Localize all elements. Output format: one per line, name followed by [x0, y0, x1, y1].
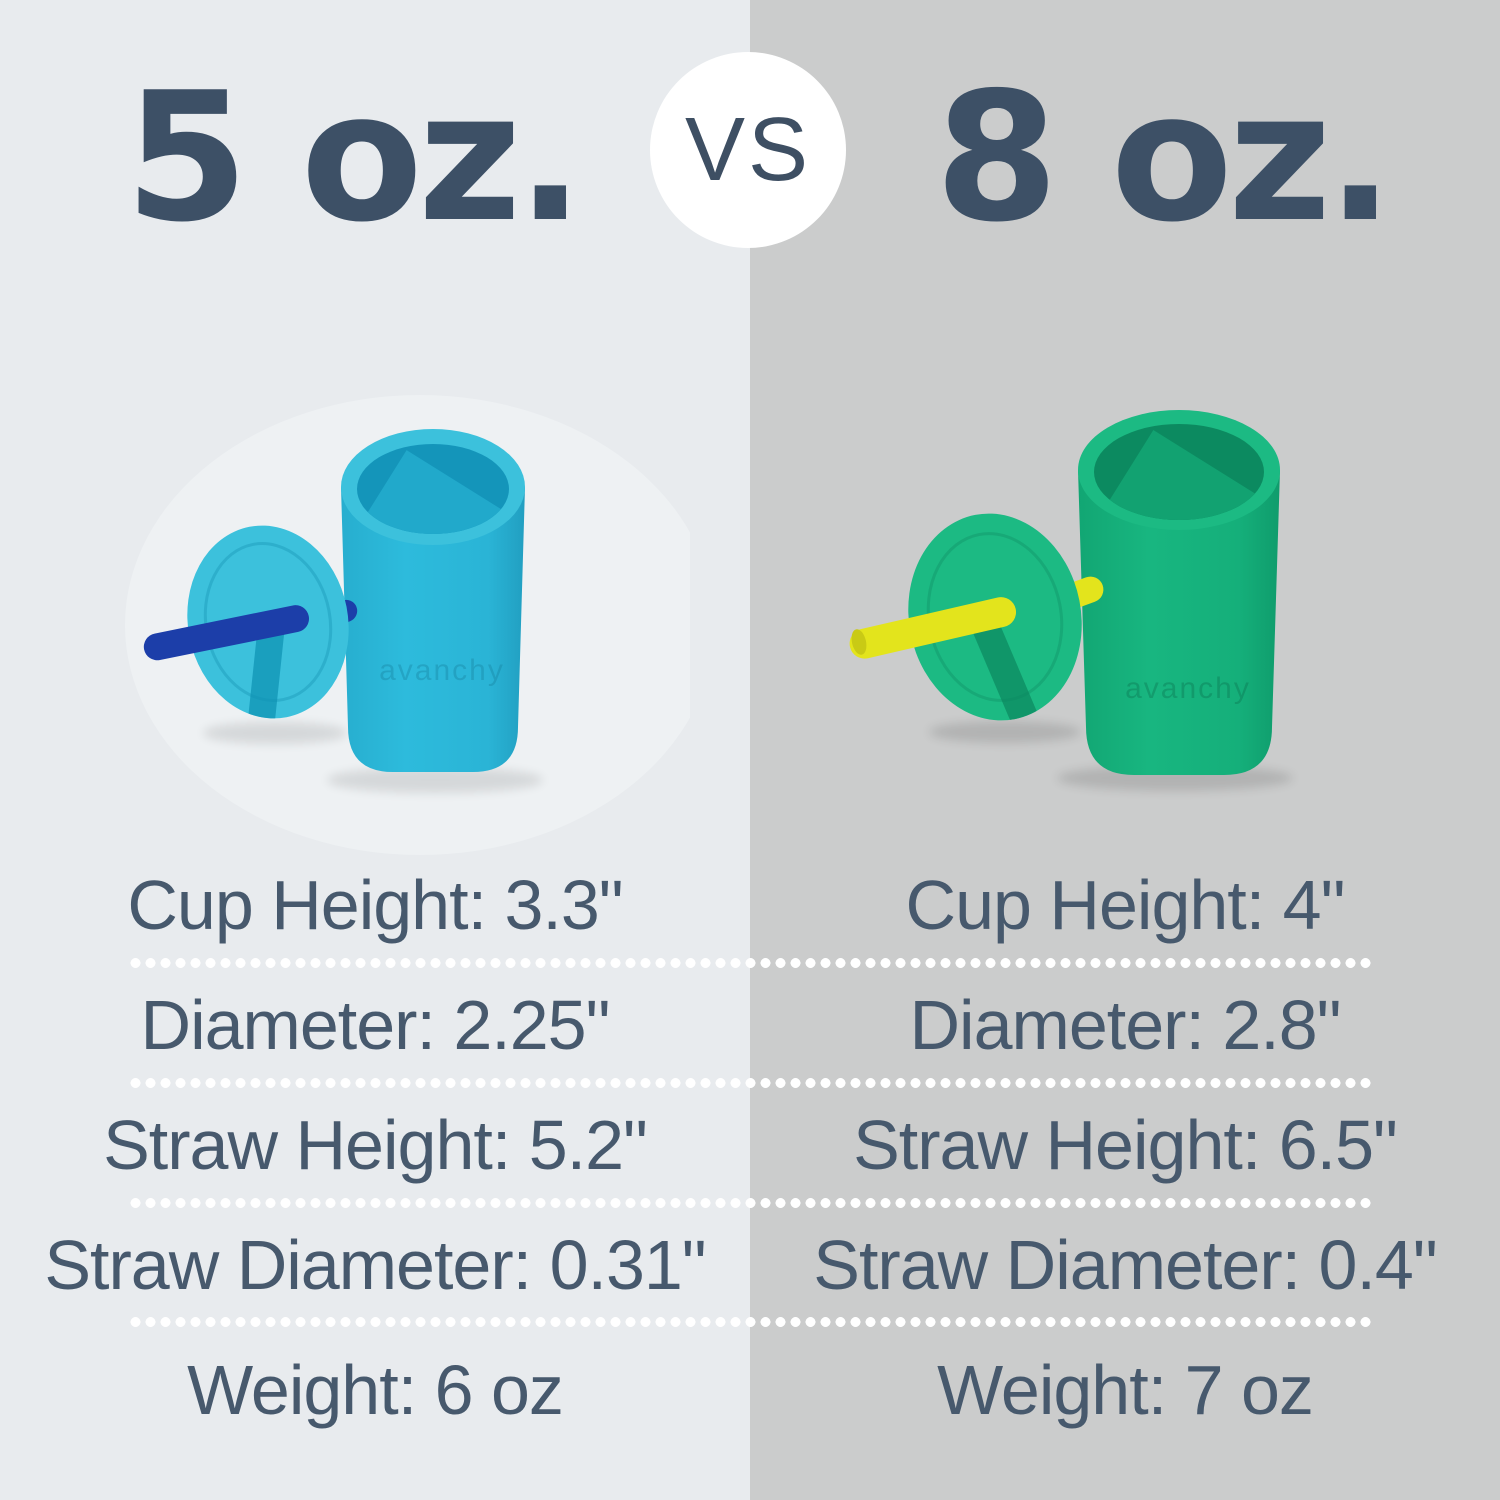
left-embossed-logo: avanchy	[379, 654, 505, 687]
left-cup: avanchy	[341, 429, 525, 772]
left-diameter: Diameter: 2.25"	[140, 986, 611, 1064]
right-cup-height: Cup Height: 4"	[905, 866, 1346, 944]
left-weight: Weight: 6 oz	[187, 1351, 564, 1429]
left-product-photo: avanchy	[125, 395, 690, 855]
right-embossed-logo: avanchy	[1125, 672, 1251, 705]
dotted-divider	[128, 1078, 1372, 1088]
spec-row-weight: Weight: 6 oz Weight: 7 oz	[0, 1343, 1500, 1437]
dotted-divider	[128, 1198, 1372, 1208]
right-straw-height: Straw Height: 6.5"	[853, 1106, 1398, 1184]
vs-label: VS	[684, 99, 812, 200]
right-straw-shadow-on-lid	[972, 619, 1043, 736]
right-straw	[849, 597, 1017, 659]
right-product-photo: avanchy	[849, 410, 1293, 791]
right-size-title: 8 oz.	[934, 54, 1394, 261]
left-straw-diameter: Straw Diameter: 0.31"	[44, 1226, 706, 1304]
right-diameter: Diameter: 2.8"	[909, 986, 1341, 1064]
right-lid-shadow	[929, 721, 1081, 743]
right-straw-tip	[851, 629, 867, 655]
left-straw-height: Straw Height: 5.2"	[103, 1106, 648, 1184]
right-weight: Weight: 7 oz	[937, 1351, 1314, 1429]
left-lid-shadow	[203, 722, 347, 744]
right-straw-diameter: Straw Diameter: 0.4"	[813, 1226, 1437, 1304]
right-cup: avanchy	[1078, 410, 1280, 775]
left-cup-shadow	[327, 767, 543, 793]
spec-row-straw-height: Straw Height: 5.2" Straw Height: 6.5"	[0, 1098, 1500, 1192]
vs-badge: VS	[650, 52, 846, 248]
left-straw	[143, 605, 309, 661]
spec-row-cup-height: Cup Height: 3.3" Cup Height: 4"	[0, 858, 1500, 952]
dotted-divider	[128, 1317, 1372, 1327]
left-size-title: 5 oz.	[124, 54, 584, 261]
spec-row-straw-diameter: Straw Diameter: 0.31" Straw Diameter: 0.…	[0, 1218, 1500, 1312]
left-straw-shadow-on-lid	[245, 626, 285, 733]
left-cup-height: Cup Height: 3.3"	[127, 866, 623, 944]
dotted-divider	[128, 958, 1372, 968]
spec-row-diameter: Diameter: 2.25" Diameter: 2.8"	[0, 978, 1500, 1072]
